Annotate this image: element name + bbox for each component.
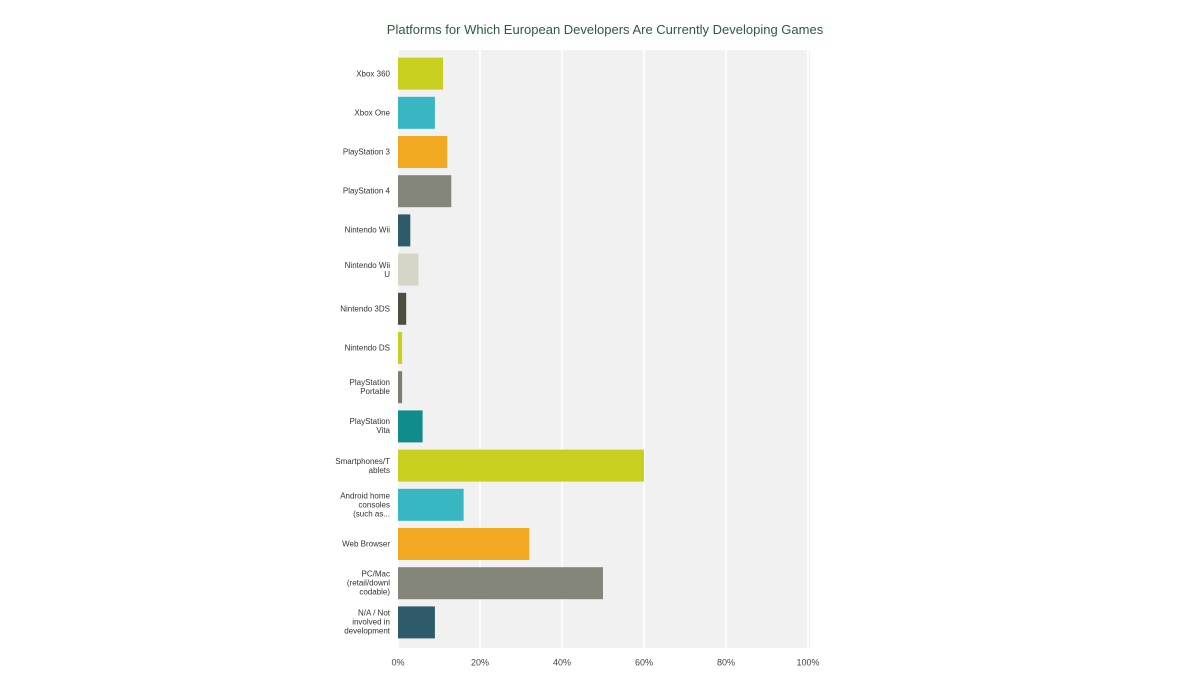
- y-tick-label: Nintendo Wii: [344, 225, 390, 235]
- x-tick-label: 60%: [635, 657, 653, 667]
- bar: [398, 528, 530, 560]
- bar: [398, 371, 403, 404]
- y-tick-label: Xbox 360: [356, 69, 390, 79]
- x-tick-label: 80%: [717, 657, 735, 667]
- bar: [398, 57, 444, 90]
- y-tick-label: Nintendo DS: [344, 343, 390, 353]
- bar: [398, 567, 603, 600]
- y-tick-label: Smartphones/T ablets: [335, 456, 390, 475]
- chart-title: Platforms for Which European Developers …: [386, 22, 824, 37]
- y-tick-label: PlayStation 3: [342, 147, 390, 157]
- bar: [398, 488, 464, 521]
- x-tick-label: 40%: [553, 657, 571, 667]
- bar: [398, 606, 435, 639]
- bar: [398, 332, 403, 364]
- bar: [398, 175, 452, 208]
- bar: [398, 136, 448, 168]
- x-tick-label: 20%: [471, 657, 489, 667]
- y-tick-label: PC/Mac (retail/downl codable): [346, 569, 390, 597]
- x-tick-label: 100%: [796, 657, 819, 667]
- y-tick-label: PlayStation Vita: [349, 417, 390, 436]
- y-tick-label: Nintendo 3DS: [340, 304, 390, 314]
- y-tick-label: Nintendo Wii U: [344, 260, 390, 279]
- bar: [398, 253, 419, 286]
- y-tick-label: N/A / Not involved in development: [344, 608, 390, 636]
- bar: [398, 214, 411, 247]
- x-tick-label: 0%: [391, 657, 404, 667]
- y-tick-label: Android home consoles (such as...: [340, 491, 390, 519]
- y-tick-label: PlayStation Portable: [349, 378, 390, 397]
- y-tick-label: Xbox One: [354, 108, 390, 118]
- y-tick-label: Web Browser: [342, 539, 390, 549]
- bar: [398, 292, 407, 325]
- y-tick-label: PlayStation 4: [342, 186, 390, 196]
- bar: [398, 449, 644, 482]
- bar: [398, 410, 423, 443]
- bar: [398, 96, 435, 129]
